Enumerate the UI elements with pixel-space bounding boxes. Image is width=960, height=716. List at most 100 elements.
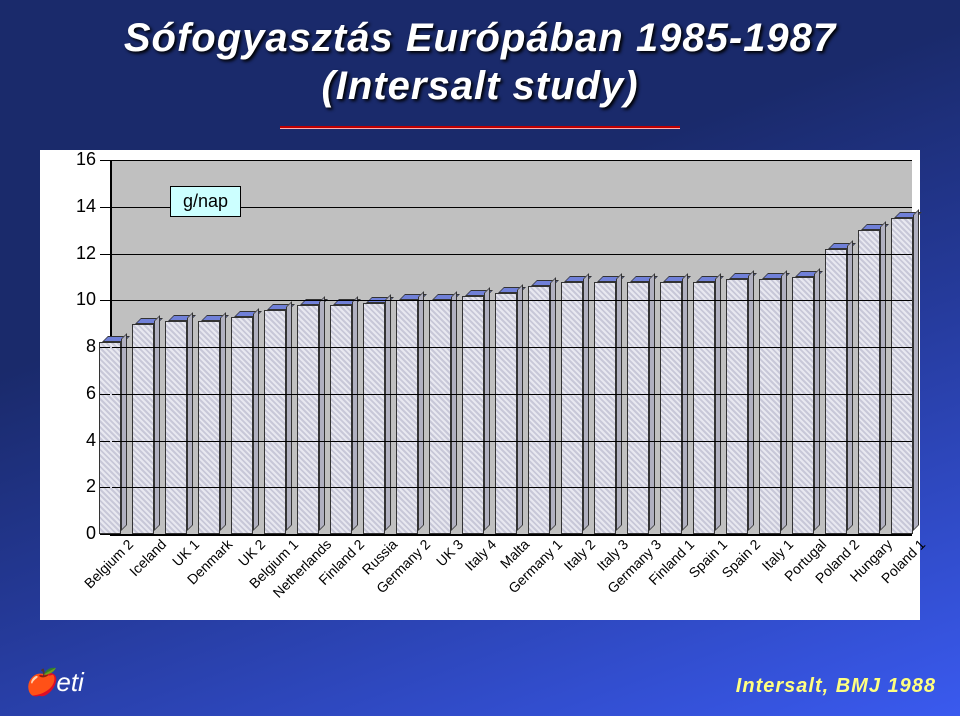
- bar-side: [682, 273, 688, 531]
- bar-side: [385, 294, 391, 531]
- bar-front: [594, 282, 616, 534]
- bar-front: [495, 293, 517, 534]
- bar-front: [198, 321, 220, 534]
- bar-side: [352, 296, 358, 531]
- grid-line: [112, 300, 912, 301]
- bar-side: [913, 209, 919, 531]
- bar-side: [517, 284, 523, 531]
- bar: [858, 230, 880, 534]
- y-tick-label: 14: [40, 196, 96, 217]
- bar: [264, 310, 286, 534]
- bar-front: [165, 321, 187, 534]
- title-underline: [280, 126, 680, 129]
- bar-front: [660, 282, 682, 534]
- chart-panel: 0 2 4 6 8 10 12 14 16 Belgium 2IcelandUK 1Denmar…: [40, 150, 920, 620]
- bar: [198, 321, 220, 534]
- y-tick-label: 12: [40, 243, 96, 264]
- y-tick-label: 10: [40, 289, 96, 310]
- grid-line: [112, 254, 912, 255]
- bar-side: [220, 312, 226, 531]
- bar-side: [649, 273, 655, 531]
- y-tick: [100, 441, 110, 442]
- bar: [462, 296, 484, 534]
- bar-front: [561, 282, 583, 534]
- bar: [594, 282, 616, 534]
- bar-front: [726, 279, 748, 534]
- bar: [330, 305, 352, 534]
- bar-front: [825, 249, 847, 534]
- title-line-2: (Intersalt study): [321, 64, 638, 108]
- bar-front: [627, 282, 649, 534]
- bar-side: [187, 312, 193, 531]
- bar: [726, 279, 748, 534]
- bar: [693, 282, 715, 534]
- bar-front: [396, 300, 418, 534]
- bar-side: [814, 268, 820, 531]
- bar-front: [429, 300, 451, 534]
- bar-front: [462, 296, 484, 534]
- grid-line: [112, 487, 912, 488]
- bar-front: [792, 277, 814, 534]
- y-tick-label: 4: [40, 430, 96, 451]
- grid-line: [112, 441, 912, 442]
- bar: [561, 282, 583, 534]
- y-tick: [100, 160, 110, 161]
- grid-line: [112, 160, 912, 161]
- bar: [660, 282, 682, 534]
- bar-front: [363, 303, 385, 534]
- y-tick-label: 8: [40, 336, 96, 357]
- bar-side: [550, 277, 556, 531]
- title-line-1: Sófogyasztás Európában 1985-1987: [124, 16, 836, 60]
- y-tick: [100, 347, 110, 348]
- bar-front: [330, 305, 352, 534]
- bar-front: [858, 230, 880, 534]
- bar-side: [253, 308, 259, 531]
- bar: [627, 282, 649, 534]
- citation-text: Intersalt, BMJ 1988: [736, 675, 936, 698]
- bar-front: [693, 282, 715, 534]
- bar: [231, 317, 253, 534]
- bar: [132, 324, 154, 534]
- bar-front: [99, 342, 121, 534]
- bar: [495, 293, 517, 534]
- y-tick: [100, 300, 110, 301]
- bar: [528, 286, 550, 534]
- grid-line: [112, 394, 912, 395]
- bar-side: [781, 270, 787, 531]
- bar-side: [748, 270, 754, 531]
- grid-line: [112, 347, 912, 348]
- bar: [759, 279, 781, 534]
- logo-text: eti: [56, 667, 83, 697]
- y-tick-label: 16: [40, 149, 96, 170]
- bar: [99, 342, 121, 534]
- bar-front: [528, 286, 550, 534]
- logo-apple-icon: 🍎: [24, 667, 56, 697]
- bar-side: [121, 333, 127, 531]
- bar-side: [484, 287, 490, 531]
- bar: [297, 305, 319, 534]
- logo: 🍎eti: [24, 667, 84, 698]
- y-tick-label: 6: [40, 383, 96, 404]
- y-tick: [100, 534, 110, 535]
- y-tick: [100, 207, 110, 208]
- bar-side: [319, 296, 325, 531]
- bar: [396, 300, 418, 534]
- legend-label: g/nap: [183, 191, 228, 211]
- slide-title: Sófogyasztás Európában 1985-1987 (Inters…: [0, 14, 960, 110]
- bar-side: [583, 273, 589, 531]
- y-tick: [100, 487, 110, 488]
- y-tick-label: 2: [40, 476, 96, 497]
- bar-front: [231, 317, 253, 534]
- bar: [792, 277, 814, 534]
- legend-box: g/nap: [170, 186, 241, 217]
- bar-front: [132, 324, 154, 534]
- y-tick: [100, 394, 110, 395]
- bar-side: [715, 273, 721, 531]
- bar-side: [880, 221, 886, 531]
- bar: [165, 321, 187, 534]
- bar-side: [451, 291, 457, 531]
- y-tick-label: 0: [40, 523, 96, 544]
- bar-side: [286, 301, 292, 531]
- x-axis-labels: Belgium 2IcelandUK 1DenmarkUK 2Belgium 1…: [110, 536, 910, 620]
- bar-side: [616, 273, 622, 531]
